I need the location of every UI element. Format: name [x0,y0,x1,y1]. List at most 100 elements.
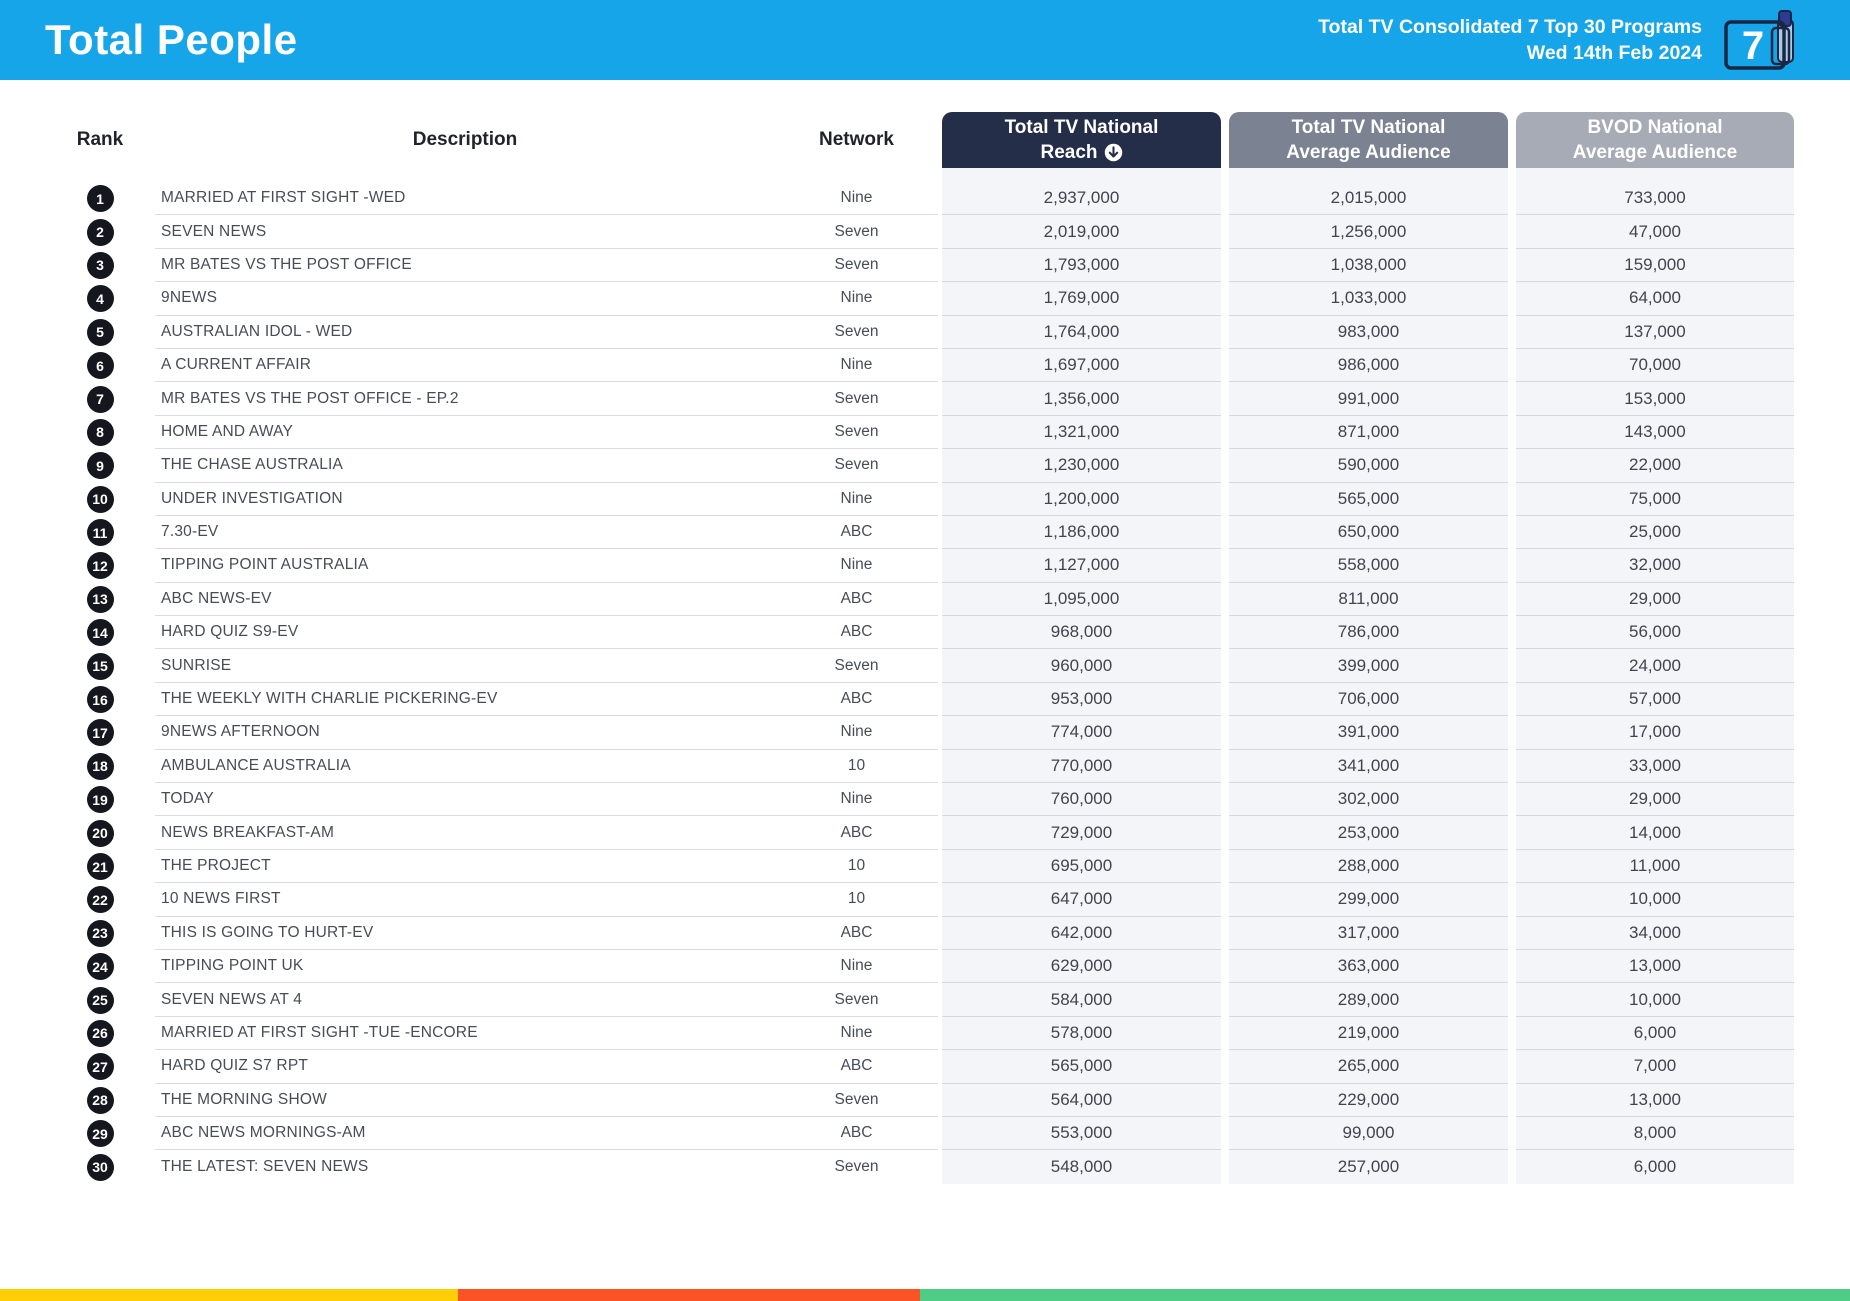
avg-audience-cell: 558,000 [1229,549,1508,583]
subtitle-line2: Wed 14th Feb 2024 [1526,42,1702,64]
program-description: THE LATEST: SEVEN NEWS [161,1158,369,1176]
rank-cell: 1 [45,182,155,215]
bvod-cell: 33,000 [1516,749,1794,784]
program-description: SEVEN NEWS AT 4 [155,983,775,1017]
avg-audience-cell: 871,000 [1229,415,1508,450]
program-description: UNDER INVESTIGATION [155,483,775,516]
report-subtitle: Total TV Consolidated 7 Top 30 Programs … [1318,14,1702,66]
table-row: 11 7.30-EV ABC 1,186,000 650,000 25,000 [45,515,1798,550]
table-row: 12 TIPPING POINT AUSTRALIA Nine 1,127,00… [45,549,1798,583]
rank-badge: 3 [86,251,114,279]
rank-cell: 28 [45,1084,155,1117]
avg-audience-cell: 99,000 [1229,1116,1508,1151]
rank-cell: 6 [45,349,155,382]
reach-cell: 565,000 [942,1050,1221,1084]
program-description: TIPPING POINT AUSTRALIA [155,549,775,583]
bvod-cell: 57,000 [1516,682,1794,717]
rank-badge: 14 [86,619,114,647]
reach-cell: 578,000 [942,1016,1221,1051]
logo-seven-label: 7 [1742,24,1764,68]
table-row: 4 9NEWS Nine 1,769,000 1,033,000 64,000 [45,282,1798,316]
reach-cell: 584,000 [942,983,1221,1017]
rank-cell: 15 [45,649,155,682]
reach-cell: 2,019,000 [942,215,1221,249]
bvod-cell: 137,000 [1516,315,1794,349]
col-header-network: Network [819,129,894,150]
col-header-total-tv-reach[interactable]: Total TV National Reach [942,112,1221,168]
rank-cell: 16 [45,683,155,716]
table-row: 8 HOME AND AWAY Seven 1,321,000 871,000 … [45,415,1798,450]
rank-cell: 23 [45,917,155,950]
reach-cell: 1,793,000 [942,248,1221,283]
bvod-cell: 14,000 [1516,816,1794,850]
bvod-cell: 153,000 [1516,382,1794,416]
rank-cell: 7 [45,382,155,415]
program-description: HARD QUIZ S9-EV [155,616,775,650]
network-cell: Seven [775,316,938,349]
rank-badge: 26 [86,1019,114,1047]
rank-badge: 2 [86,218,114,246]
reach-cell: 770,000 [942,749,1221,784]
rank-badge: 17 [86,719,114,747]
top-30-programs-table: Rank Description Network Total TV Nation… [45,112,1798,1184]
rank-badge: 1 [86,185,114,213]
col-header-rank: Rank [76,129,124,150]
avg-header-line2: Average Audience [1286,142,1451,163]
network-cell: Seven [775,249,938,283]
bvod-cell: 47,000 [1516,215,1794,249]
avg-audience-cell: 219,000 [1229,1016,1508,1051]
program-description: SEVEN NEWS [155,215,775,249]
reach-cell: 629,000 [942,949,1221,984]
network-cell: ABC [775,816,938,850]
rank-badge: 12 [86,552,114,580]
rank-cell: 21 [45,850,155,883]
rank-badge: 15 [86,652,114,680]
network-cell: Seven [775,649,938,683]
network-cell: Nine [775,182,938,216]
table-row: 24 TIPPING POINT UK Nine 629,000 363,000… [45,949,1798,984]
tv-with-phone-icon: 7 [1724,10,1794,70]
program-description: ABC NEWS MORNINGS-AM [155,1117,775,1151]
program-description: THE WEEKLY WITH CHARLIE PICKERING-EV [155,683,775,717]
bvod-cell: 70,000 [1516,348,1794,383]
rank-badge: 4 [86,285,114,313]
network-cell: Nine [775,483,938,516]
rank-cell: 3 [45,249,155,282]
reach-cell: 1,186,000 [942,515,1221,550]
rank-badge: 20 [86,819,114,847]
reach-cell: 1,764,000 [942,315,1221,349]
rank-badge: 29 [86,1120,114,1148]
col-header-bvod-average-audience[interactable]: BVOD National Average Audience [1516,112,1794,168]
network-cell: ABC [775,616,938,650]
reach-cell: 1,095,000 [942,582,1221,617]
avg-audience-cell: 229,000 [1229,1083,1508,1117]
col-header-total-tv-average-audience[interactable]: Total TV National Average Audience [1229,112,1508,168]
footer-color-stripe [0,1289,1850,1301]
avg-audience-cell: 706,000 [1229,682,1508,717]
bvod-cell: 13,000 [1516,1083,1794,1117]
rank-cell: 24 [45,950,155,983]
network-cell: ABC [775,516,938,550]
table-row: 30 THE LATEST: SEVEN NEWS Seven 548,000 … [45,1150,1798,1184]
reach-cell: 729,000 [942,816,1221,850]
table-row: 16 THE WEEKLY WITH CHARLIE PICKERING-EV … [45,682,1798,717]
network-cell: 10 [775,883,938,917]
bvod-cell: 7,000 [1516,1050,1794,1084]
network-cell: Seven [775,215,938,249]
table-body: 1 MARRIED AT FIRST SIGHT -WED Nine 2,937… [45,182,1798,1184]
rank-badge: 18 [86,752,114,780]
avg-audience-cell: 265,000 [1229,1050,1508,1084]
stripe-green-segment [920,1289,1850,1301]
reach-cell: 1,127,000 [942,549,1221,583]
avg-audience-cell: 991,000 [1229,382,1508,416]
network-cell: Seven [775,449,938,483]
bvod-cell: 733,000 [1516,182,1794,216]
program-description: THE PROJECT [155,850,775,884]
rank-cell: 22 [45,883,155,916]
rank-badge: 27 [86,1053,114,1081]
network-cell: Nine [775,950,938,984]
stripe-yellow-segment [0,1289,458,1301]
bvod-cell: 32,000 [1516,549,1794,583]
rank-cell: 14 [45,616,155,649]
table-row: 13 ABC NEWS-EV ABC 1,095,000 811,000 29,… [45,582,1798,617]
